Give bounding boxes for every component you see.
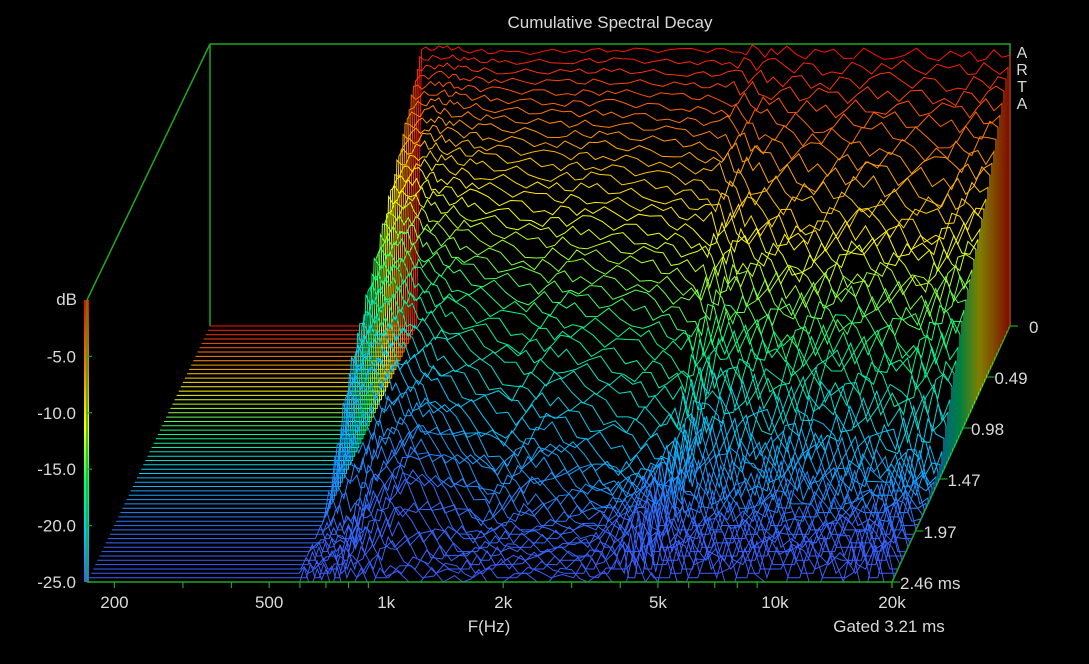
decay-slice: [112, 473, 917, 532]
frame-left-depth: [86, 43, 211, 301]
decay-slice: [168, 224, 971, 414]
decay-slice: [178, 177, 981, 392]
decay-slice: [166, 230, 969, 418]
decay-slice: [201, 80, 1003, 344]
decay-slice: [89, 537, 895, 580]
decay-slice: [145, 323, 949, 461]
decay-slice: [176, 186, 979, 396]
decay-slice: [160, 257, 963, 431]
decay-slice: [116, 448, 921, 523]
y-tick-label: -5.0: [47, 347, 76, 366]
decay-slice: [91, 533, 896, 575]
decay-slice: [151, 292, 955, 448]
x-tick-label: 5k: [649, 593, 667, 612]
decay-slice: [153, 285, 957, 444]
decay-slice: [210, 44, 1011, 327]
z-tick-label: 1.47: [947, 471, 980, 490]
z-tick-label: 1.97: [924, 523, 957, 542]
brand-letter: T: [1017, 79, 1027, 96]
chart-title: Cumulative Spectral Decay: [507, 13, 713, 32]
decay-slice: [128, 403, 933, 497]
gated-note: Gated 3.21 ms: [833, 617, 945, 636]
waterfall-slices: [87, 44, 1011, 584]
x-tick-label: 2k: [494, 593, 512, 612]
brand-letter: R: [1016, 62, 1028, 79]
decay-slice: [189, 132, 991, 370]
decay-slice: [97, 517, 903, 562]
decay-slice: [120, 439, 925, 515]
decay-slice: [103, 502, 909, 549]
x-tick-label: 20k: [878, 593, 906, 612]
decay-slice: [147, 313, 951, 457]
decay-slice: [99, 512, 904, 558]
decay-slice: [170, 215, 973, 409]
decay-slice: [95, 529, 901, 567]
decay-slice: [155, 275, 959, 440]
frame-back: [210, 43, 1011, 326]
decay-slice: [139, 348, 943, 476]
chart-frame: [86, 43, 1011, 583]
decay-slice: [195, 104, 997, 357]
decay-slice: [164, 237, 967, 422]
decay-slice: [162, 249, 965, 427]
x-axis-label: F(Hz): [468, 617, 510, 636]
decay-slice: [203, 70, 1005, 340]
decay-slice: [185, 149, 987, 379]
decay-slice: [207, 54, 1009, 331]
brand-letter: A: [1017, 45, 1028, 62]
decay-slice: [157, 266, 961, 435]
x-tick-label: 500: [255, 593, 283, 612]
decay-slice: [126, 416, 931, 502]
decay-slice: [93, 531, 898, 571]
y-tick-label: -20.0: [37, 517, 76, 536]
decay-slice: [182, 158, 985, 383]
decay-slice: [197, 97, 999, 353]
x-tick-label: 200: [100, 593, 128, 612]
decay-slice: [122, 431, 927, 510]
z-tick-label: 2.46 ms: [900, 574, 960, 593]
decay-slice: [141, 335, 945, 470]
z-tick-labels: 0 0.49 0.98 1.47 1.97 2.46 ms: [892, 318, 1038, 593]
decay-slice: [137, 357, 941, 480]
z-tick-label: 0.49: [994, 369, 1027, 388]
y-tick-label: -10.0: [37, 404, 76, 423]
decay-slice: [193, 116, 995, 362]
axes: [86, 300, 892, 583]
decay-slice: [130, 392, 935, 493]
decay-slice: [109, 472, 914, 536]
decay-slice: [205, 62, 1007, 336]
decay-slice: [191, 124, 993, 366]
decay-slice: [174, 193, 977, 401]
y-tick-label: -25.0: [37, 573, 76, 592]
decay-slice: [134, 367, 939, 484]
decay-slice: [107, 479, 912, 541]
decay-slice: [199, 89, 1001, 349]
x-tick-labels: 200 500 1k 2k 5k 10k 20k: [100, 582, 906, 612]
decay-slice: [143, 329, 947, 466]
x-tick-label: 1k: [377, 593, 395, 612]
y-axis-label: dB: [56, 290, 77, 309]
x-tick-label: 10k: [761, 593, 789, 612]
decay-slice: [114, 464, 919, 528]
decay-slice: [124, 425, 929, 506]
decay-slice: [180, 167, 983, 388]
y-tick-label: -15.0: [37, 460, 76, 479]
y-tick-labels: -5.0 -10.0 -15.0 -20.0 -25.0: [37, 347, 92, 592]
z-tick-label: 0: [1029, 318, 1038, 337]
z-tick-label: 0.98: [971, 420, 1004, 439]
brand-letter: A: [1017, 96, 1028, 113]
decay-slice: [87, 541, 892, 584]
